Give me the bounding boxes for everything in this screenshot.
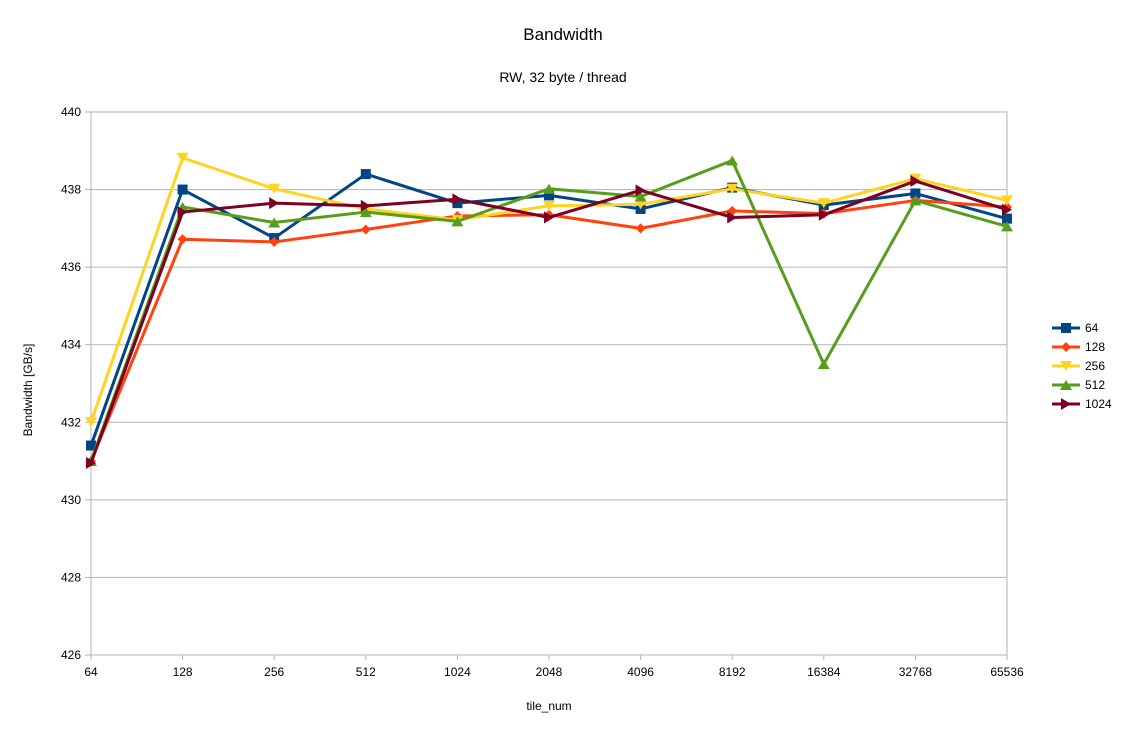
legend: 64 128 256 512 1024 bbox=[1052, 321, 1112, 411]
y-tick-label: 438 bbox=[61, 183, 81, 197]
data-point bbox=[360, 169, 371, 180]
data-point bbox=[360, 224, 371, 235]
data-point bbox=[635, 223, 646, 234]
data-point bbox=[910, 175, 921, 188]
data-point bbox=[269, 197, 280, 210]
data-point bbox=[1002, 213, 1012, 224]
series-line-1024 bbox=[89, 179, 1008, 464]
y-tick-label: 440 bbox=[61, 105, 81, 119]
x-tick-label: 256 bbox=[264, 665, 284, 679]
data-point bbox=[634, 199, 647, 210]
data-point bbox=[177, 234, 188, 245]
legend-marker bbox=[1060, 361, 1072, 371]
legend-item-64: 64 bbox=[1052, 321, 1099, 335]
legend-label: 128 bbox=[1085, 340, 1105, 354]
legend-marker bbox=[1060, 380, 1072, 390]
data-point bbox=[360, 199, 371, 212]
data-point bbox=[543, 200, 555, 211]
data-point bbox=[817, 198, 830, 209]
gridlines bbox=[91, 111, 1007, 656]
data-point bbox=[177, 206, 188, 219]
data-point bbox=[634, 191, 647, 202]
data-point bbox=[85, 417, 97, 428]
data-point bbox=[635, 184, 646, 197]
chart-subtitle: RW, 32 byte / thread bbox=[499, 69, 626, 85]
y-axis-ticks: 426 428 430 432 434 436 438 440 bbox=[61, 105, 91, 662]
x-tick-label: 64 bbox=[84, 665, 98, 679]
data-point bbox=[1001, 195, 1013, 206]
data-point bbox=[726, 183, 739, 194]
x-tick-label: 65536 bbox=[990, 665, 1024, 679]
data-point bbox=[176, 152, 189, 163]
x-tick-label: 2048 bbox=[536, 665, 563, 679]
chart-title: Bandwidth bbox=[523, 25, 602, 44]
data-point bbox=[269, 236, 280, 247]
data-point bbox=[452, 198, 463, 209]
series-layer bbox=[85, 152, 1013, 470]
legend-item-256: 256 bbox=[1052, 359, 1105, 373]
data-point bbox=[452, 193, 463, 206]
data-point bbox=[86, 457, 96, 470]
data-point bbox=[268, 217, 281, 228]
y-tick-label: 436 bbox=[61, 260, 81, 274]
x-axis-ticks: 64 128 256 512 1024 2048 4096 8192 16384 32768 655… bbox=[84, 655, 1024, 679]
x-axis-label: tile_num bbox=[526, 699, 571, 713]
x-tick-label: 512 bbox=[356, 665, 376, 679]
data-point bbox=[86, 440, 96, 451]
x-tick-label: 1024 bbox=[444, 665, 471, 679]
x-tick-label: 16384 bbox=[807, 665, 841, 679]
y-axis-label: Bandwidth [GB/s] bbox=[21, 344, 35, 437]
legend-marker bbox=[1061, 398, 1071, 410]
x-tick-label: 32768 bbox=[899, 665, 933, 679]
x-tick-label: 4096 bbox=[627, 665, 654, 679]
data-point bbox=[268, 183, 281, 194]
y-tick-label: 432 bbox=[61, 415, 81, 429]
data-point bbox=[544, 190, 554, 201]
data-point bbox=[910, 188, 921, 199]
data-point bbox=[909, 195, 922, 206]
legend-label: 64 bbox=[1085, 321, 1099, 335]
legend-item-512: 512 bbox=[1052, 378, 1105, 392]
legend-label: 512 bbox=[1085, 378, 1105, 392]
legend-item-128: 128 bbox=[1052, 340, 1105, 354]
y-tick-label: 426 bbox=[61, 648, 81, 662]
y-tick-label: 428 bbox=[61, 570, 81, 584]
x-tick-label: 128 bbox=[173, 665, 193, 679]
data-point bbox=[177, 184, 188, 195]
legend-marker bbox=[1061, 323, 1071, 333]
series-128 bbox=[86, 195, 1012, 467]
data-point bbox=[727, 211, 738, 224]
y-tick-label: 430 bbox=[61, 493, 81, 507]
data-point bbox=[543, 183, 555, 194]
data-point bbox=[817, 359, 830, 370]
data-point bbox=[359, 207, 372, 218]
legend-label: 256 bbox=[1085, 359, 1105, 373]
legend-marker bbox=[1061, 342, 1071, 352]
data-point bbox=[1001, 221, 1013, 232]
legend-label: 1024 bbox=[1085, 397, 1112, 411]
data-point bbox=[818, 208, 829, 221]
data-point bbox=[544, 211, 554, 224]
series-1024 bbox=[86, 175, 1012, 470]
data-point bbox=[726, 155, 739, 166]
x-tick-label: 8192 bbox=[719, 665, 746, 679]
legend-item-1024: 1024 bbox=[1052, 397, 1112, 411]
data-point bbox=[1002, 203, 1012, 216]
y-tick-label: 434 bbox=[61, 338, 81, 352]
data-point bbox=[451, 216, 464, 227]
